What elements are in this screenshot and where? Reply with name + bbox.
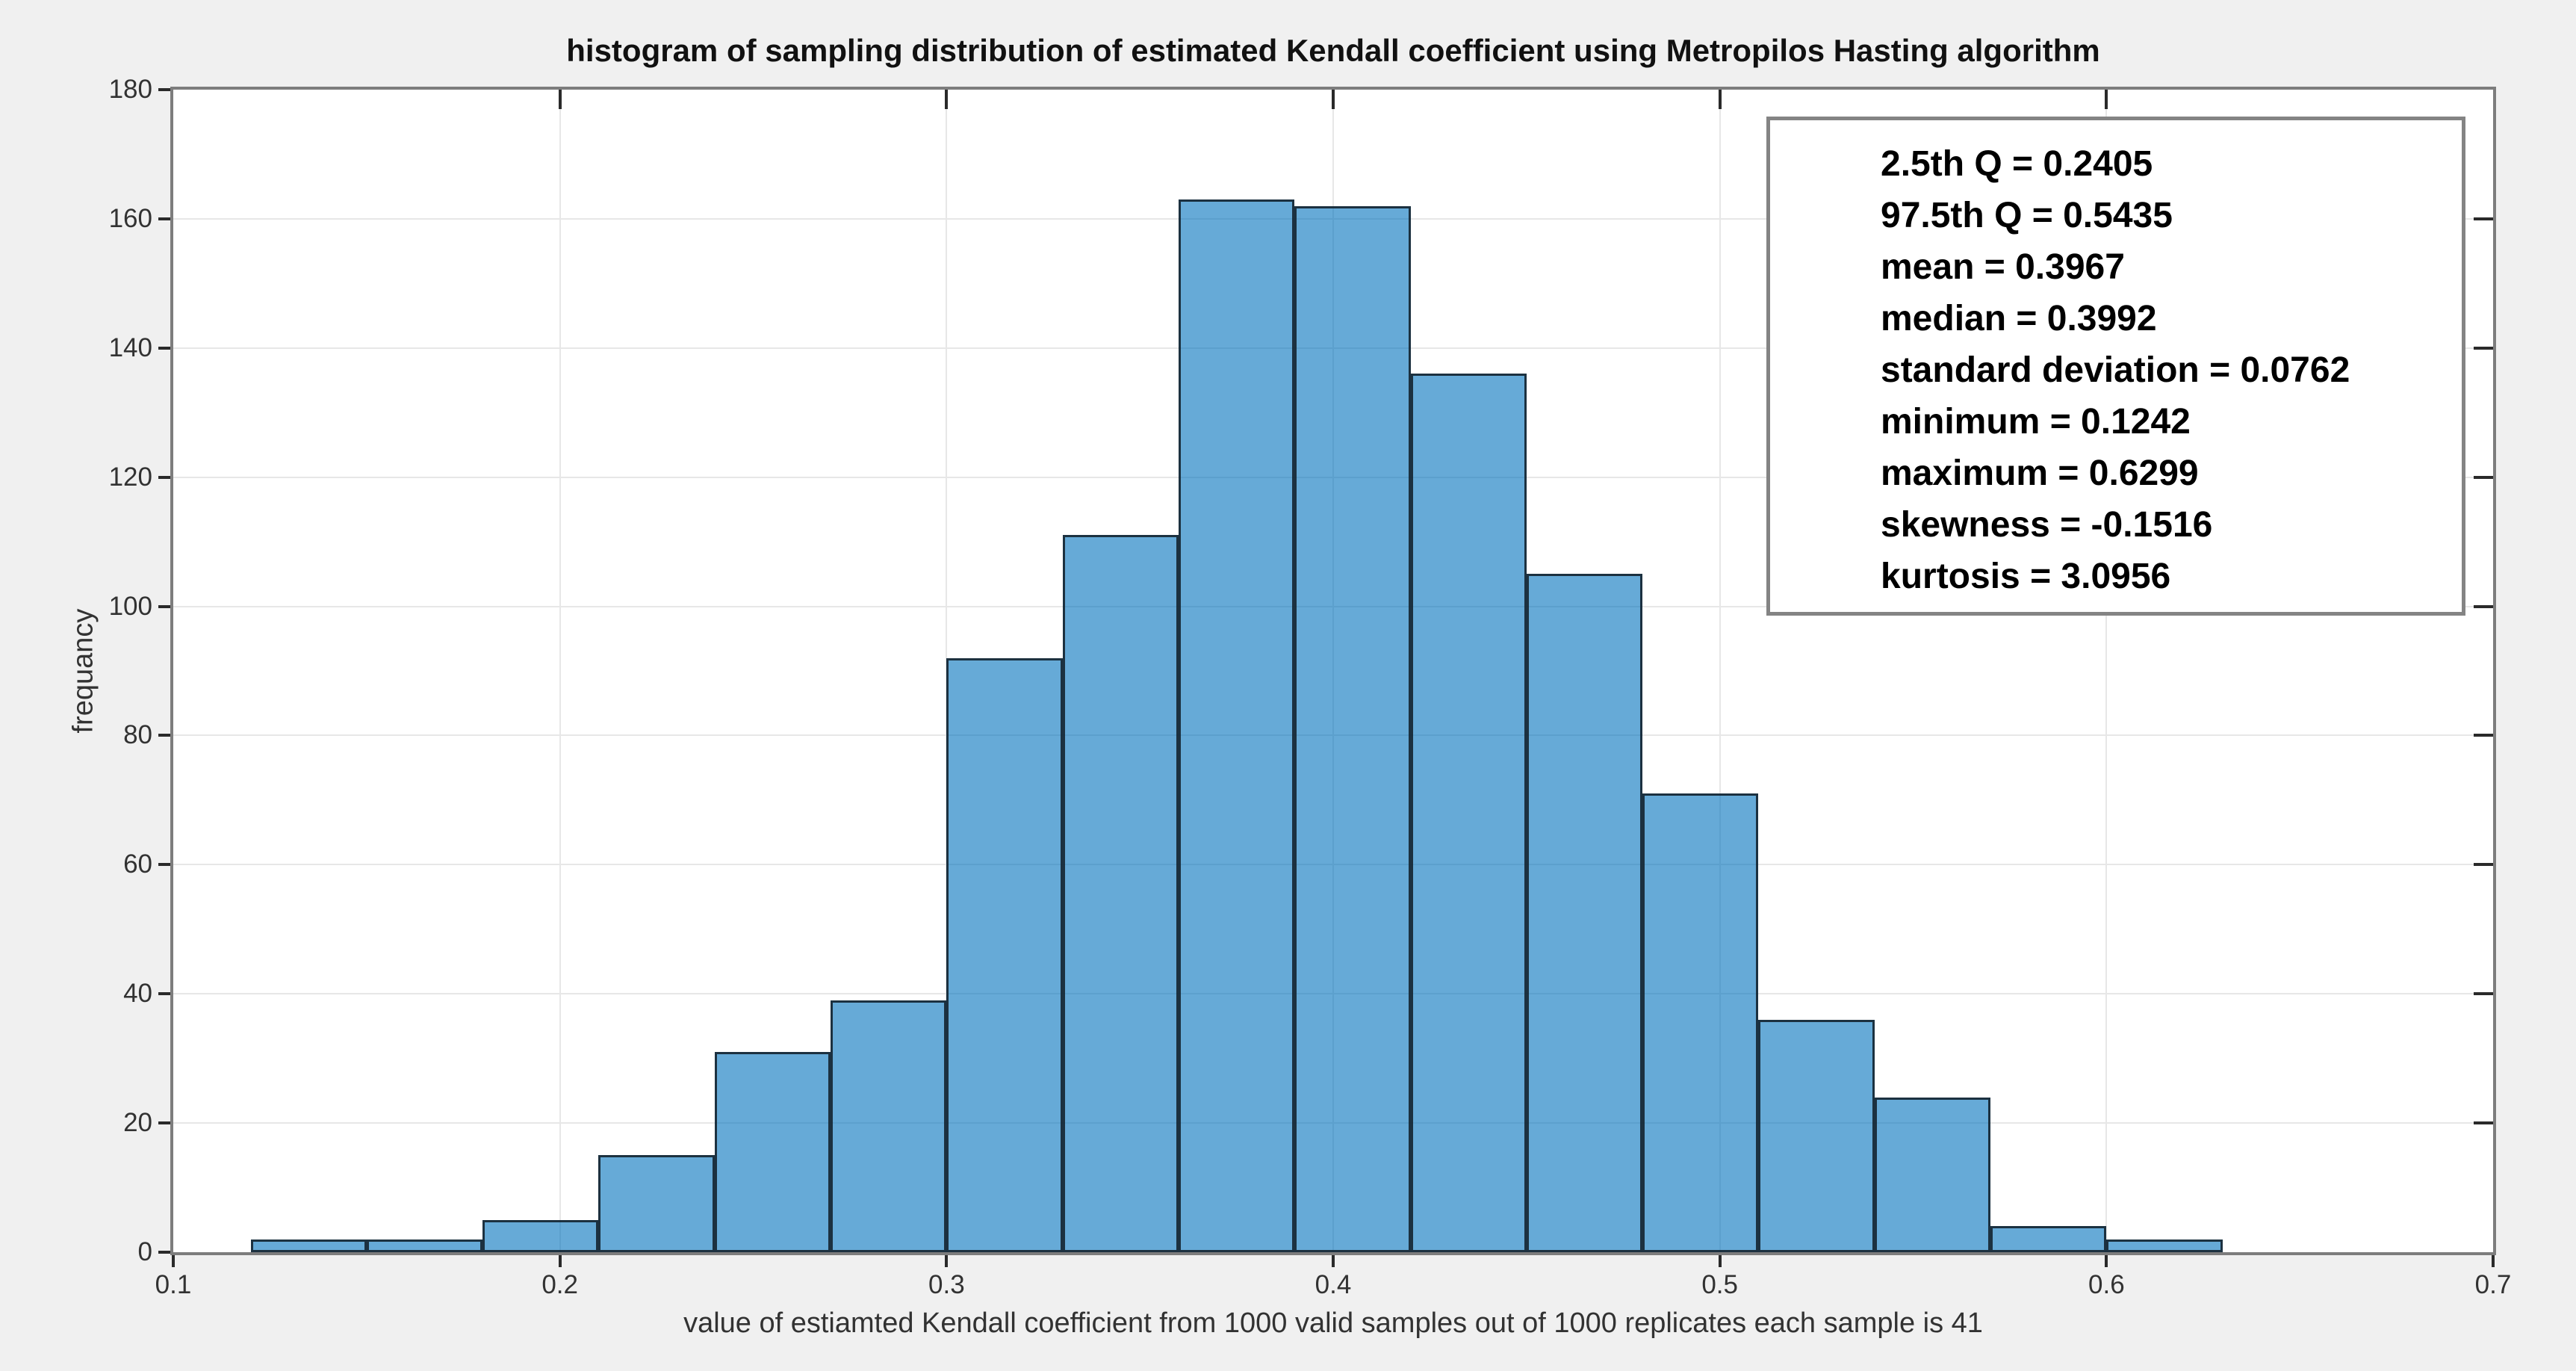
x-axis-label: value of estiamted Kendall coefficient f… — [683, 1307, 1983, 1339]
x-tick-label: 0.3 — [928, 1270, 965, 1299]
y-tick-mark-left — [158, 346, 170, 350]
y-tick-mark-left — [158, 88, 170, 91]
histogram-bar — [482, 1219, 599, 1252]
x-tick-mark-top — [1332, 90, 1335, 109]
histogram-bar — [1062, 535, 1179, 1252]
histogram-bar — [831, 1000, 947, 1252]
x-tick-label: 0.4 — [1315, 1270, 1352, 1299]
x-tick-mark-bottom — [2105, 1255, 2108, 1267]
histogram-bar — [2106, 1239, 2223, 1252]
y-tick-mark-left — [158, 604, 170, 608]
x-tick-label: 0.1 — [155, 1270, 192, 1299]
stat-line-mean: mean = 0.3967 — [1881, 247, 2125, 287]
histogram-bar — [1410, 374, 1527, 1252]
y-tick-label: 0 — [137, 1237, 152, 1266]
histogram-bar — [598, 1155, 715, 1252]
y-tick-label: 40 — [123, 979, 152, 1009]
y-tick-label: 160 — [108, 203, 152, 233]
histogram-bar — [1874, 1097, 1991, 1252]
histogram-bar — [1758, 1019, 1875, 1252]
x-tick-mark-bottom — [1332, 1255, 1335, 1267]
histogram-bar — [946, 657, 1063, 1252]
stat-line-median: median = 0.3992 — [1881, 299, 2157, 338]
gridline-vertical — [559, 90, 561, 1252]
y-tick-mark-right — [2474, 604, 2493, 608]
y-tick-mark-left — [158, 734, 170, 737]
x-tick-label: 0.5 — [1701, 1270, 1738, 1299]
y-tick-mark-left — [158, 1251, 170, 1254]
x-tick-mark-bottom — [1718, 1255, 1722, 1267]
histogram-bar — [250, 1239, 367, 1252]
y-tick-label: 20 — [123, 1108, 152, 1138]
histogram-bar — [714, 1052, 831, 1252]
chart-title: histogram of sampling distribution of es… — [566, 33, 2100, 68]
x-tick-mark-top — [558, 90, 562, 109]
stat-line-2-5th-q: 2.5th Q = 0.2405 — [1881, 144, 2153, 184]
y-tick-mark-right — [2474, 346, 2493, 350]
y-tick-mark-left — [158, 475, 170, 479]
y-tick-mark-right — [2474, 734, 2493, 737]
x-tick-mark-top — [2105, 90, 2108, 109]
x-tick-label: 0.2 — [541, 1270, 578, 1299]
y-tick-label: 180 — [108, 75, 152, 104]
histogram-bar — [1990, 1226, 2107, 1252]
x-tick-mark-top — [1718, 90, 1722, 109]
y-tick-label: 80 — [123, 720, 152, 750]
x-tick-mark-bottom — [2492, 1255, 2495, 1267]
stat-line-skewness: skewness = -0.1516 — [1881, 505, 2213, 545]
histogram-bar — [1178, 199, 1295, 1252]
x-tick-mark-bottom — [172, 1255, 175, 1267]
y-tick-mark-right — [2474, 992, 2493, 996]
stat-line-kurtosis: kurtosis = 3.0956 — [1881, 557, 2171, 596]
x-tick-label: 0.7 — [2474, 1270, 2512, 1299]
x-tick-mark-bottom — [558, 1255, 562, 1267]
histogram-bar — [1294, 205, 1411, 1252]
stat-line-maximum: maximum = 0.6299 — [1881, 454, 2199, 493]
y-tick-label: 140 — [108, 332, 152, 362]
y-tick-mark-right — [2474, 217, 2493, 220]
histogram-bar — [1642, 793, 1759, 1252]
histogram-bar — [1526, 574, 1643, 1252]
y-tick-label: 120 — [108, 462, 152, 492]
y-tick-mark-left — [158, 1121, 170, 1125]
y-tick-mark-right — [2474, 475, 2493, 479]
y-tick-mark-left — [158, 863, 170, 867]
x-tick-mark-bottom — [945, 1255, 949, 1267]
y-tick-label: 60 — [123, 849, 152, 879]
stat-line-97-5th-q: 97.5th Q = 0.5435 — [1881, 196, 2173, 235]
gridline-vertical — [1719, 90, 1721, 1252]
y-axis-label: frequancy — [67, 608, 99, 734]
gridline-vertical — [2105, 90, 2108, 1252]
x-tick-label: 0.6 — [2088, 1270, 2125, 1299]
stat-line-standard-deviation: standard deviation = 0.0762 — [1881, 350, 2350, 390]
x-tick-mark-top — [945, 90, 949, 109]
y-tick-label: 100 — [108, 591, 152, 621]
stat-line-minimum: minimum = 0.1242 — [1881, 402, 2191, 442]
y-tick-mark-right — [2474, 1121, 2493, 1125]
y-tick-mark-left — [158, 992, 170, 996]
y-tick-mark-left — [158, 217, 170, 220]
histogram-bar — [366, 1239, 483, 1252]
y-tick-mark-right — [2474, 863, 2493, 867]
statistics-annotation-box: 2.5th Q = 0.2405 97.5th Q = 0.5435 mean = … — [1766, 117, 2465, 616]
